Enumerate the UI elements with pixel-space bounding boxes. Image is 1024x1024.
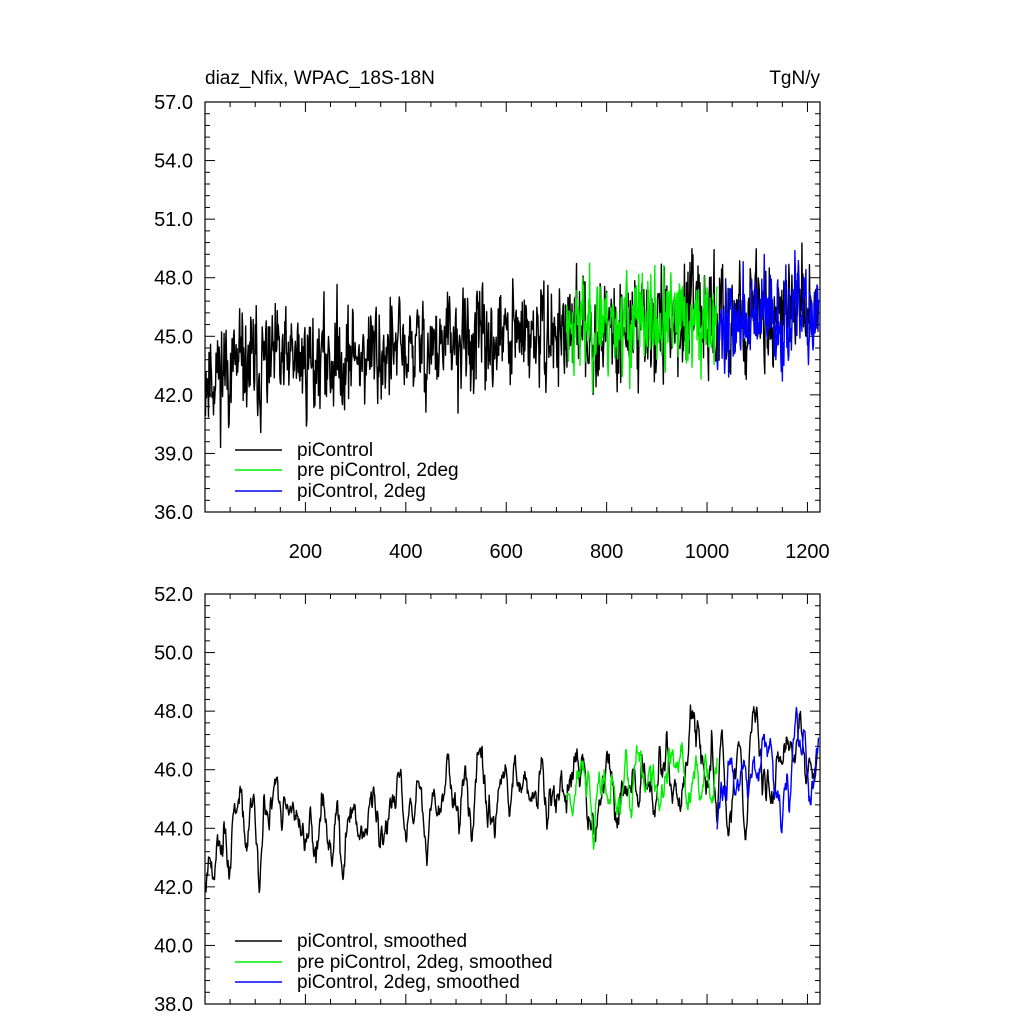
y-tick-label: 45.0 xyxy=(154,326,193,348)
y-tick-label: 52.0 xyxy=(154,584,193,606)
top-panel: diaz_Nfix, WPAC_18S-18N TgN/y 36.0 39.0 42… xyxy=(154,68,830,563)
y-tick-label: 44.0 xyxy=(154,818,193,840)
y-tick-label: 57.0 xyxy=(154,92,193,114)
legend-label-picontrol-2deg-smoothed: piControl, 2deg, smoothed xyxy=(297,972,520,993)
x-tick-label: 1000 xyxy=(685,541,730,563)
y-tick-labels: 38.0 40.0 42.0 44.0 46.0 48.0 50.0 52.0 xyxy=(154,584,193,1016)
y-tick-label: 39.0 xyxy=(154,443,193,465)
x-tick-label: 200 xyxy=(289,541,322,563)
series-lines xyxy=(204,704,820,894)
plot-frame xyxy=(204,593,821,1005)
plot-frame xyxy=(204,101,821,513)
y-tick-label: 54.0 xyxy=(154,151,193,173)
y-tick-label: 42.0 xyxy=(154,385,193,407)
y-tick-label: 48.0 xyxy=(154,268,193,290)
bottom-panel: 38.0 40.0 42.0 44.0 46.0 48.0 50.0 52.0 piContr… xyxy=(154,584,821,1016)
legend: piControl pre piControl, 2deg piControl,… xyxy=(235,440,459,502)
chart-title: diaz_Nfix, WPAC_18S-18N xyxy=(205,68,435,89)
legend: piControl, smoothed pre piControl, 2deg,… xyxy=(235,931,553,993)
x-tick-label: 400 xyxy=(389,541,422,563)
x-tick-label: 800 xyxy=(590,541,623,563)
x-tick-labels: 200 400 600 800 1000 1200 xyxy=(289,541,830,563)
y-tick-label: 40.0 xyxy=(154,935,193,957)
units-label: TgN/y xyxy=(769,68,820,89)
series-line-picontrol-2deg xyxy=(716,249,820,382)
series-line-picontrol-2deg-smoothed xyxy=(716,706,820,834)
y-tick-label: 50.0 xyxy=(154,643,193,665)
legend-label-picontrol-2deg: piControl, 2deg xyxy=(297,481,426,502)
y-tick-label: 51.0 xyxy=(154,209,193,231)
y-tick-label: 48.0 xyxy=(154,701,193,723)
series-lines xyxy=(204,242,820,449)
legend-label-pre-picontrol-2deg: pre piControl, 2deg xyxy=(297,460,459,481)
y-tick-label: 36.0 xyxy=(154,502,193,524)
legend-label-pre-picontrol-2deg-smoothed: pre piControl, 2deg, smoothed xyxy=(297,952,553,973)
series-line-pre-picontrol-2deg-smoothed xyxy=(565,742,718,850)
y-tick-label: 46.0 xyxy=(154,760,193,782)
legend-label-picontrol-smoothed: piControl, smoothed xyxy=(297,931,467,952)
x-tick-label: 600 xyxy=(490,541,523,563)
legend-label-picontrol: piControl xyxy=(297,440,373,461)
series-line-picontrol-smoothed xyxy=(204,704,819,894)
y-tick-labels: 36.0 39.0 42.0 45.0 48.0 51.0 54.0 57.0 xyxy=(154,92,193,524)
y-tick-label: 38.0 xyxy=(154,994,193,1016)
series-line-pre-picontrol-2deg xyxy=(565,262,718,394)
y-tick-label: 42.0 xyxy=(154,877,193,899)
x-tick-label: 1200 xyxy=(785,541,830,563)
series-line-picontrol xyxy=(204,242,819,449)
